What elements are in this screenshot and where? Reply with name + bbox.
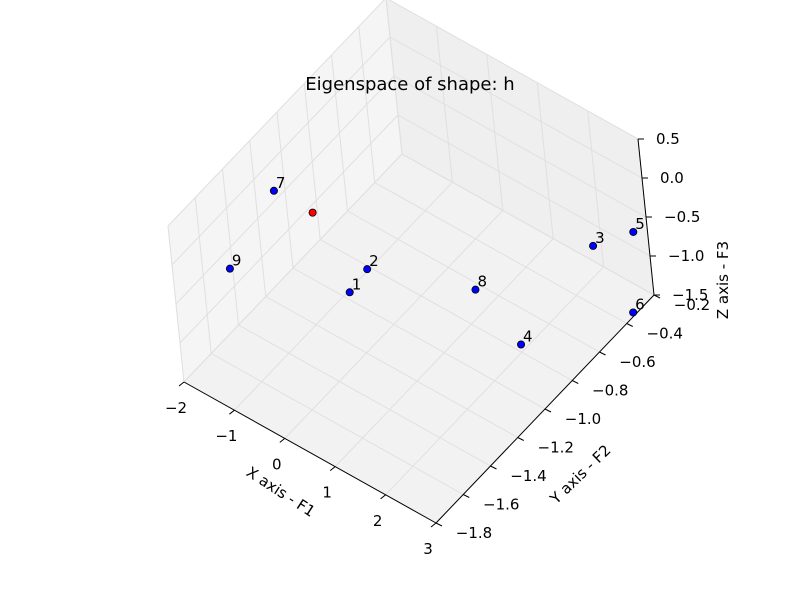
z-axis-label: Z axis - F3: [714, 241, 732, 319]
data-point: [517, 340, 526, 349]
z-tick-label: −1.5: [672, 286, 708, 304]
x-tick: [229, 409, 235, 415]
point-label: 6: [635, 295, 645, 313]
data-point: [363, 265, 372, 274]
point-label: 3: [595, 229, 605, 247]
grid-line-y-bottom: [347, 210, 600, 353]
grid-line-z-back: [393, 75, 647, 218]
x-tick-label: 1: [322, 484, 332, 502]
data-point: [589, 241, 598, 250]
grid-line-z-back: [388, 0, 639, 140]
x-tick: [380, 494, 386, 500]
y-tick-label: −0.8: [592, 382, 628, 400]
y-tick-label: −0.4: [647, 325, 683, 343]
data-point: [345, 288, 354, 297]
point-label: 8: [477, 273, 487, 291]
x-tick: [279, 438, 286, 443]
z-tick-label: 0.5: [656, 130, 680, 148]
data-point: [629, 308, 638, 317]
y-tick-label: −1.6: [483, 496, 519, 514]
y-tick: [517, 437, 524, 441]
y-tick: [544, 408, 552, 413]
chart-title: Eigenspace of shape: h: [305, 74, 514, 95]
tick-labels: −2−10123−1.8−1.6−1.4−1.2−1.0−0.8−0.6−0.4…: [165, 130, 710, 558]
grid-line-y-bottom: [265, 296, 518, 438]
x-tick-label: 2: [373, 512, 383, 530]
data-point: [471, 285, 480, 294]
y-tick-label: −0.2: [674, 296, 710, 314]
x-tick: [178, 381, 185, 387]
y-tick-label: −1.2: [538, 439, 574, 457]
grid-line-z-left: [175, 75, 395, 305]
y-tick: [572, 380, 579, 384]
x-tick: [329, 466, 336, 471]
x-tick: [430, 522, 437, 528]
grid-line-z-left: [171, 36, 391, 266]
point-label: 9: [232, 252, 242, 270]
z-tick-label: −0.5: [664, 208, 700, 226]
grid-line-z-left: [179, 114, 399, 344]
grid-line-z-back: [401, 153, 655, 296]
grid-line-z-left: [167, 0, 385, 227]
x-tick-label: 3: [423, 540, 433, 558]
y-tick-label: −1.0: [565, 410, 601, 428]
data-point: [269, 186, 278, 195]
z-tick-label: 0.0: [660, 169, 684, 187]
point-label: 1: [352, 275, 362, 293]
grid-line-z-back: [397, 114, 651, 257]
z-tick-label: −1.0: [668, 247, 704, 265]
y-tick-label: −1.8: [456, 524, 492, 542]
y-tick-label: −0.6: [619, 353, 655, 371]
point-label: 4: [523, 328, 533, 346]
point-label: 5: [635, 215, 645, 233]
y-tick: [599, 351, 606, 356]
x-axis-line: [183, 381, 437, 524]
highlight-point: [308, 208, 317, 217]
point-label: 2: [369, 252, 379, 270]
data-points: 12 3 4 5 6 7 8 9: [225, 174, 645, 349]
y-tick: [626, 323, 633, 327]
y-tick: [463, 494, 470, 498]
y-tick: [435, 522, 443, 527]
data-point: [629, 227, 638, 236]
grid-line-y-bottom: [238, 324, 491, 467]
tick-marks: [178, 138, 661, 528]
grid-line-z-left: [183, 153, 403, 383]
grid-lines: [167, 0, 655, 524]
grid-line-y-bottom: [320, 239, 573, 381]
grid-line-y-bottom: [374, 182, 627, 324]
x-tick-label: −1: [215, 427, 237, 445]
point-label: 7: [276, 174, 286, 192]
grid-line-z-back: [389, 36, 643, 179]
y-tick-label: −1.4: [510, 467, 546, 485]
grid-line-y-bottom: [292, 267, 546, 410]
x-tick-label: 0: [272, 455, 282, 473]
x-tick-label: −2: [165, 399, 187, 417]
y-tick: [490, 465, 497, 470]
grid-line-y-bottom: [211, 353, 464, 495]
data-point: [225, 264, 234, 273]
